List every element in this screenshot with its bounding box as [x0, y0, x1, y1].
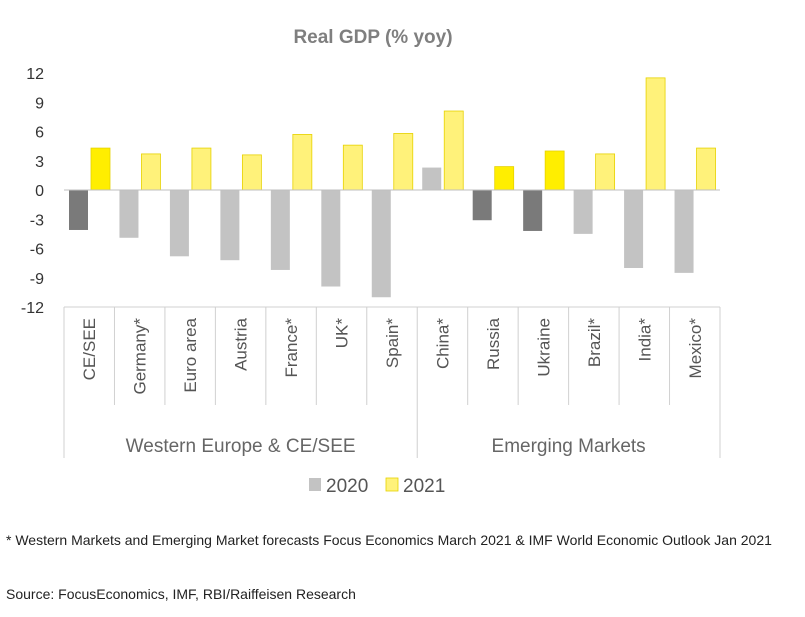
- legend-swatch-2020: [309, 478, 321, 491]
- x-axis: CE/SEE Germany* Euro area Austria France* UK*…: [63, 189, 721, 458]
- bar-2021-china: [443, 110, 464, 191]
- bar-2020-ce-see: [69, 190, 88, 230]
- bar-2020-ukraine: [523, 190, 543, 231]
- bar-2021-india: [645, 77, 666, 191]
- legend-swatch-2021: [385, 477, 399, 492]
- bar-2020-brazil: [573, 190, 593, 234]
- bar-2021-germany: [141, 153, 161, 191]
- bar-2020-uk: [321, 190, 341, 287]
- x-tick-label-uk: UK*: [333, 318, 352, 349]
- group-label-emerging-markets: Emerging Markets: [492, 436, 646, 457]
- bar-2020-euro-area: [169, 190, 189, 257]
- y-tick-label: 9: [35, 95, 44, 112]
- bar-2021-spain: [393, 133, 414, 191]
- x-tick-label-germany: Germany*: [131, 318, 150, 395]
- bar-2021-euro-area: [191, 147, 212, 191]
- bar-2020-china: [422, 167, 442, 190]
- bars: [69, 77, 716, 298]
- y-tick-label: 3: [35, 154, 44, 171]
- y-tick-label: 0: [35, 183, 44, 200]
- bar-2020-mexico: [674, 190, 694, 273]
- bar-2021-brazil: [595, 153, 616, 191]
- legend-label-2021: 2021: [403, 476, 445, 497]
- bar-2021-france: [292, 134, 313, 191]
- y-tick-label: -12: [21, 300, 44, 317]
- x-tick-label-china: China*: [433, 318, 452, 369]
- gdp-chart: Real GDP (% yoy) 12 9 6 3 0 -3 -6 -9 -12 CE/SEE G…: [21, 27, 721, 497]
- y-axis: 12 9 6 3 0 -3 -6 -9 -12: [21, 66, 44, 317]
- x-tick-label-russia: Russia: [484, 317, 503, 370]
- x-tick-label-euro-area: Euro area: [181, 317, 200, 392]
- x-tick-label-france: France*: [282, 318, 301, 378]
- x-tick-label-ukraine: Ukraine: [534, 318, 553, 377]
- bar-2021-russia: [494, 166, 515, 191]
- group-label-western-europe-ce-see: Western Europe & CE/SEE: [126, 436, 356, 457]
- x-tick-label-brazil: Brazil*: [585, 318, 604, 368]
- y-tick-label: -9: [30, 271, 44, 288]
- bar-2020-austria: [220, 190, 240, 261]
- bar-2020-germany: [119, 190, 139, 238]
- bar-2021-austria: [241, 154, 262, 191]
- x-tick-label-ce-see: CE/SEE: [80, 318, 99, 380]
- x-tick-label-austria: Austria: [232, 317, 251, 370]
- x-tick-label-india: India*: [635, 318, 654, 362]
- chart-title: Real GDP (% yoy): [293, 27, 452, 48]
- y-tick-label: 6: [35, 125, 44, 142]
- bar-2021-uk: [342, 144, 363, 191]
- y-tick-label: -3: [30, 212, 44, 229]
- legend: 2020 2021: [309, 476, 445, 497]
- bar-2021-ukraine: [544, 150, 565, 191]
- bar-2021-mexico: [696, 147, 716, 191]
- x-tick-label-spain: Spain*: [383, 318, 402, 368]
- bar-2020-russia: [472, 190, 492, 221]
- bar-2021-ce-see: [90, 147, 111, 191]
- source-note: Source: FocusEconomics, IMF, RBI/Raiffei…: [6, 586, 356, 602]
- bar-2020-india: [624, 190, 644, 268]
- x-tick-label-mexico: Mexico*: [686, 318, 705, 379]
- footnote: * Western Markets and Emerging Market fo…: [6, 532, 772, 548]
- y-tick-label: 12: [26, 66, 44, 83]
- bar-2020-spain: [371, 190, 391, 298]
- legend-label-2020: 2020: [326, 476, 368, 497]
- y-tick-label: -6: [30, 242, 44, 259]
- bar-2020-france: [270, 190, 290, 270]
